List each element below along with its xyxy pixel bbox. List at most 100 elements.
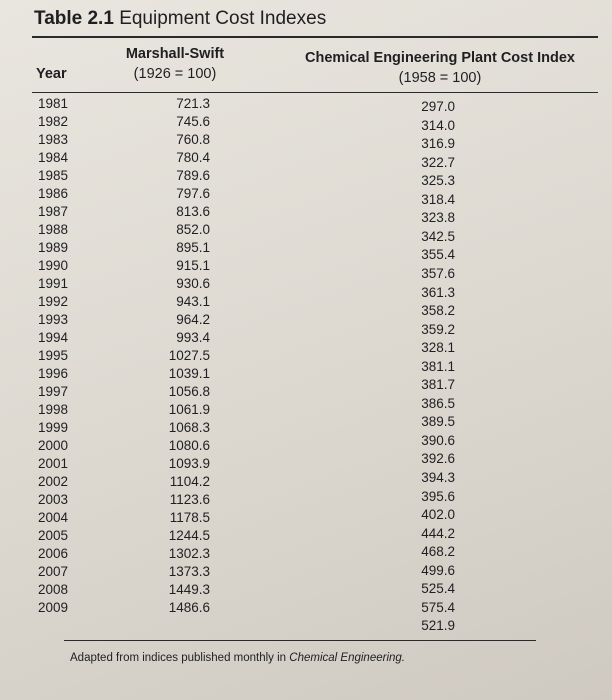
footnote-text: Adapted from indices published monthly i…: [70, 652, 287, 664]
year-cell: 1989: [38, 240, 69, 255]
ms-cell: 1449.3: [168, 582, 210, 597]
year-cell: 1999: [38, 420, 69, 435]
year-cell: 2006: [38, 546, 69, 561]
year-cell: 2003: [38, 492, 69, 507]
ms-cell: 760.8: [176, 132, 210, 147]
ms-cell: 964.2: [176, 312, 210, 327]
ce-cell: 328.1: [421, 340, 455, 355]
ce-cell: 325.3: [421, 173, 455, 188]
ce-cell: 358.2: [421, 303, 455, 318]
ce-cell: 381.1: [421, 359, 455, 374]
year-cell: 1982: [38, 114, 69, 129]
ce-cell: 355.4: [421, 247, 455, 262]
ce-cell: 394.3: [421, 470, 455, 485]
ms-cell: 1104.2: [169, 474, 210, 489]
ms-cell: 789.6: [176, 168, 210, 183]
ce-cell: 468.2: [421, 544, 455, 559]
year-cell: 1992: [38, 294, 69, 309]
ms-cell: 852.0: [176, 222, 210, 237]
year-cell: 1983: [38, 132, 69, 147]
ce-cell: 381.7: [421, 377, 455, 392]
year-cell: 1996: [38, 366, 69, 381]
ce-cell: 525.4: [421, 581, 455, 596]
ce-cell: 359.2: [421, 322, 455, 337]
ms-cell: 1080.6: [168, 438, 210, 453]
year-cell: 1998: [38, 402, 69, 417]
ms-cell: 915.1: [176, 258, 210, 273]
ms-cell: 813.6: [176, 204, 210, 219]
ce-cell: 323.8: [421, 210, 455, 225]
ce-cell: 297.0: [421, 99, 455, 114]
ce-cell: 361.3: [421, 285, 455, 300]
header-ms: Marshall-Swift: [125, 46, 225, 62]
ce-cell: 521.9: [421, 618, 455, 633]
ce-cell: 395.6: [421, 489, 455, 504]
ms-cell: 721.3: [176, 96, 210, 111]
header-ce: Chemical Engineering Plant Cost Index: [305, 50, 575, 66]
year-cell: 1997: [38, 384, 69, 399]
year-cell: 1991: [38, 276, 69, 291]
ms-cell: 1027.5: [168, 348, 210, 363]
header-year: Year: [36, 66, 67, 82]
ms-cell: 780.4: [176, 150, 210, 165]
ms-cell: 1244.5: [168, 528, 210, 543]
ms-cell: 943.1: [176, 294, 210, 309]
ms-cell: 1068.3: [168, 420, 210, 435]
ms-cell: 930.6: [176, 276, 210, 291]
year-cell: 1993: [38, 312, 69, 327]
ce-cell: 318.4: [421, 192, 455, 207]
ms-cell: 1302.3: [168, 546, 210, 561]
header-ms-base: (1926 = 100): [133, 66, 217, 82]
ce-cell: 390.6: [421, 433, 455, 448]
header-ce-base: (1958 = 100): [398, 70, 482, 86]
ms-cell: 1039.1: [168, 366, 210, 381]
ms-cell: 745.6: [176, 114, 210, 129]
ce-cell: 386.5: [421, 396, 455, 411]
year-cell: 2007: [38, 564, 69, 579]
ce-cell: 322.7: [421, 155, 455, 170]
ms-cell: 1056.8: [168, 384, 210, 399]
bottom-rule: [64, 640, 536, 641]
table-caption: Equipment Cost Indexes: [119, 8, 327, 29]
ce-cell: 389.5: [421, 414, 455, 429]
year-cell: 1984: [38, 150, 69, 165]
year-cell: 2004: [38, 510, 69, 525]
ce-cell: 314.0: [421, 118, 455, 133]
ms-cell: 797.6: [176, 186, 210, 201]
year-cell: 2005: [38, 528, 69, 543]
year-cell: 1986: [38, 186, 69, 201]
year-cell: 1988: [38, 222, 69, 237]
table-number: Table 2.1: [34, 8, 114, 29]
ce-cell: 392.6: [421, 451, 455, 466]
footnote-source: Chemical Engineering.: [289, 652, 405, 664]
ce-cell: 316.9: [421, 136, 455, 151]
footnote: Adapted from indices published monthly i…: [70, 652, 405, 664]
ms-cell: 1486.6: [168, 600, 210, 615]
year-cell: 1985: [38, 168, 69, 183]
top-rule: [32, 36, 598, 38]
ms-cell: 1061.9: [168, 402, 210, 417]
year-cell: 1994: [38, 330, 69, 345]
ce-cell: 402.0: [421, 507, 455, 522]
ms-cell: 1123.6: [169, 492, 210, 507]
ms-cell: 1178.5: [169, 510, 210, 525]
year-cell: 1987: [38, 204, 69, 219]
ms-cell: 1093.9: [168, 456, 210, 471]
year-cell: 2008: [38, 582, 69, 597]
year-cell: 2000: [38, 438, 69, 453]
ce-cell: 499.6: [421, 563, 455, 578]
ce-cell: 575.4: [421, 600, 455, 615]
table-title: Table 2.1 Equipment Cost Indexes: [34, 8, 326, 30]
ce-cell: 444.2: [421, 526, 455, 541]
ce-cell: 357.6: [421, 266, 455, 281]
header-rule: [32, 92, 598, 93]
year-cell: 1990: [38, 258, 69, 273]
year-cell: 2001: [38, 456, 69, 471]
ce-cell: 342.5: [421, 229, 455, 244]
ms-cell: 895.1: [176, 240, 210, 255]
year-cell: 1995: [38, 348, 69, 363]
ms-cell: 1373.3: [168, 564, 210, 579]
year-cell: 2002: [38, 474, 69, 489]
ms-cell: 993.4: [176, 330, 210, 345]
